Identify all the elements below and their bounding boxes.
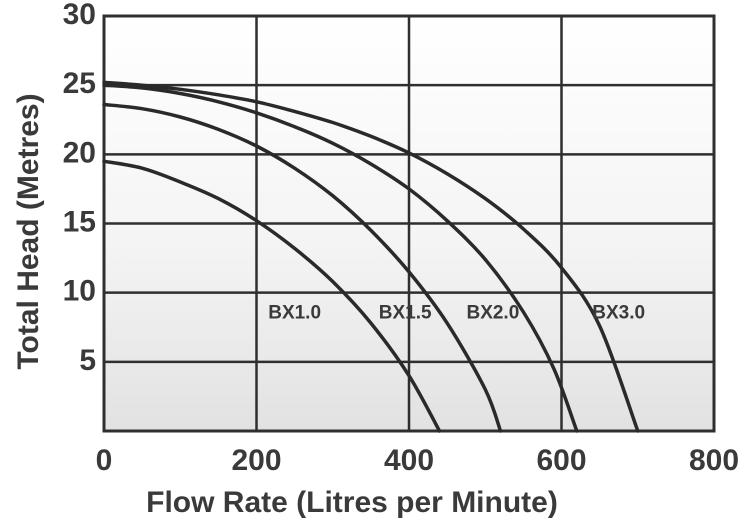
curve-bx1-0 bbox=[102, 159, 442, 433]
series-label-bx2-0: BX2.0 bbox=[466, 302, 519, 323]
series-curves bbox=[102, 80, 640, 433]
series-label-bx1-5: BX1.5 bbox=[379, 302, 432, 323]
y-tick-label: 10 bbox=[63, 275, 96, 308]
grid bbox=[104, 16, 714, 431]
series-label-bx3-0: BX3.0 bbox=[592, 302, 645, 323]
series-label-bx1-0: BX1.0 bbox=[268, 302, 321, 323]
x-tick-label: 0 bbox=[96, 444, 113, 477]
curve-bx2-0 bbox=[102, 83, 579, 433]
curve-bx3-0 bbox=[102, 80, 640, 433]
x-tick-label: 200 bbox=[231, 444, 281, 477]
x-tick-label: 400 bbox=[384, 444, 434, 477]
series-labels: BX1.0 BX1.5 BX2.0 BX3.0 bbox=[268, 302, 645, 323]
x-tick-label: 800 bbox=[689, 444, 739, 477]
x-tick-label: 600 bbox=[536, 444, 586, 477]
y-tick-label: 30 bbox=[63, 0, 96, 31]
x-tick-labels: 0 200 400 600 800 bbox=[96, 444, 739, 477]
y-tick-labels: 5 10 15 20 25 30 bbox=[63, 0, 96, 377]
plot-frame bbox=[102, 14, 716, 433]
x-axis-title: Flow Rate (Litres per Minute) bbox=[146, 486, 558, 519]
y-axis-title: Total Head (Metres) bbox=[12, 93, 45, 369]
y-tick-label: 20 bbox=[63, 136, 96, 169]
curve-bx1-5 bbox=[102, 102, 503, 433]
y-tick-label: 5 bbox=[79, 344, 96, 377]
y-tick-label: 25 bbox=[63, 67, 96, 100]
y-tick-label: 15 bbox=[63, 205, 96, 238]
